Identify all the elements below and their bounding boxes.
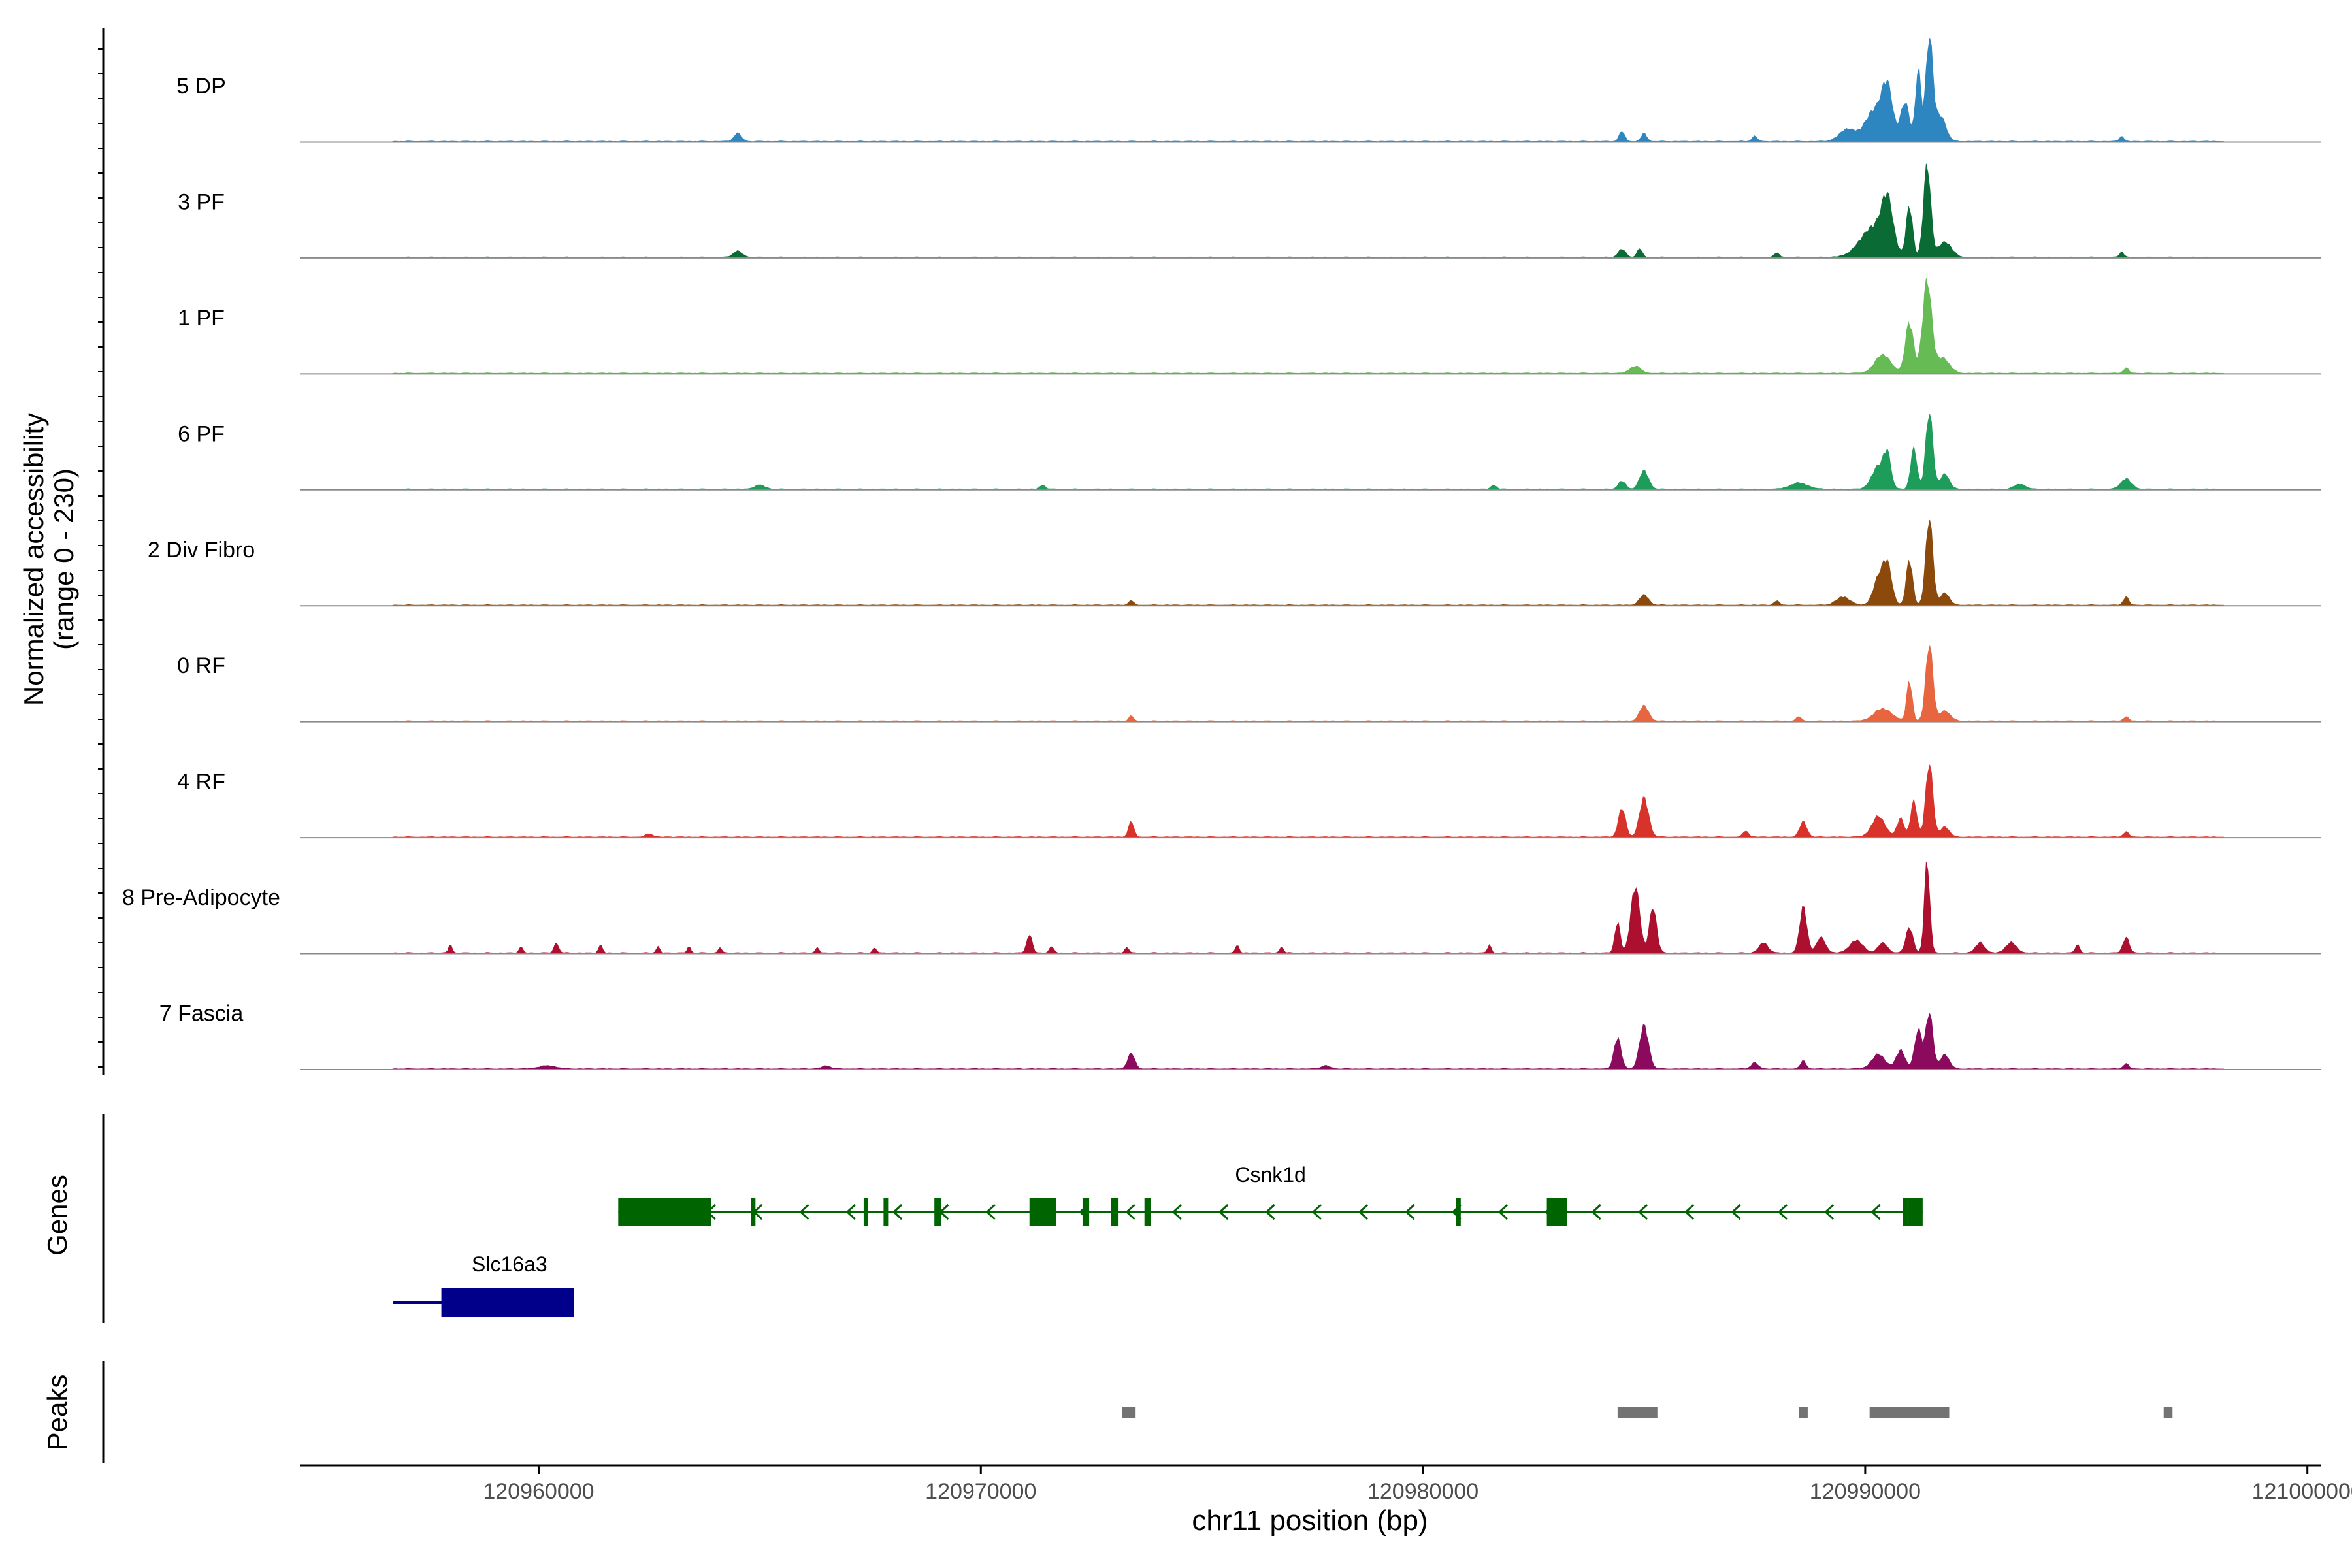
coverage-series — [392, 862, 2224, 954]
exon — [1903, 1198, 1908, 1226]
x-tick-label: 121000000 — [2252, 1479, 2352, 1504]
coverage-series — [392, 764, 2224, 838]
strand-chevron — [1637, 1203, 1648, 1220]
genes-track: Csnk1d Slc16a3 — [393, 1163, 1923, 1317]
coverage-y-ticks — [98, 48, 103, 1068]
exon — [863, 1198, 868, 1226]
strand-chevron — [1591, 1203, 1601, 1220]
x-axis-title: chr11 position (bp) — [1192, 1505, 1428, 1537]
peak-region — [2163, 1407, 2173, 1418]
track-label: 2 Div Fibro — [148, 538, 255, 563]
coverage-series — [392, 414, 2224, 491]
exon — [751, 1198, 756, 1226]
strand-chevron — [1731, 1203, 1741, 1220]
exon — [441, 1288, 574, 1317]
peak-region — [1122, 1407, 1136, 1418]
strand-chevron — [985, 1203, 996, 1220]
strand-chevron — [1171, 1203, 1182, 1220]
strand-chevron — [1824, 1203, 1835, 1220]
x-tick-label: 120980000 — [1367, 1479, 1478, 1504]
peak-region — [1869, 1407, 1950, 1418]
coverage-series — [392, 278, 2224, 374]
exon — [618, 1198, 711, 1226]
track-label: 3 PF — [178, 189, 225, 214]
y-axis-title: Normalized accessibility — [18, 413, 49, 706]
x-tick-label: 120960000 — [483, 1479, 594, 1504]
strand-chevron — [892, 1203, 903, 1220]
gene-label: Csnk1d — [1235, 1163, 1306, 1186]
peaks-panel-title: Peaks — [42, 1375, 73, 1451]
x-tick-label: 120970000 — [925, 1479, 1036, 1504]
exon — [1029, 1198, 1056, 1226]
strand-chevron — [1405, 1203, 1415, 1220]
x-tick-label: 120990000 — [1810, 1479, 1921, 1504]
strand-chevron — [845, 1203, 856, 1220]
track-label: 1 PF — [178, 306, 225, 331]
strand-chevron — [1684, 1203, 1695, 1220]
coverage-tracks: 5 DP 3 PF 1 PF 6 PF 2 Div Fibro 0 RF 4 RF 8 Pre… — [122, 37, 2321, 1070]
track-label: 8 Pre-Adipocyte — [122, 885, 280, 910]
exon — [1907, 1198, 1923, 1226]
strand-chevron — [1358, 1203, 1369, 1220]
exon — [1082, 1198, 1090, 1226]
peak-region — [1799, 1407, 1808, 1418]
exon — [934, 1198, 941, 1226]
coverage-series — [392, 519, 2224, 606]
peak-region — [1617, 1407, 1658, 1418]
strand-chevron — [1870, 1203, 1881, 1220]
coverage-series — [392, 163, 2224, 259]
coverage-series — [392, 1012, 2224, 1070]
track-label: 7 Fascia — [159, 1002, 244, 1026]
track-label: 0 RF — [177, 653, 225, 678]
coverage-series — [392, 645, 2224, 723]
track-label: 4 RF — [177, 770, 225, 794]
gene-label: Slc16a3 — [472, 1252, 547, 1276]
strand-chevron — [1125, 1203, 1135, 1220]
strand-chevron — [1218, 1203, 1229, 1220]
strand-chevron — [1265, 1203, 1275, 1220]
strand-chevron — [1497, 1203, 1509, 1220]
coverage-series — [392, 37, 2224, 142]
track-label: 5 DP — [176, 74, 226, 99]
exon — [1111, 1198, 1119, 1226]
exon — [1546, 1198, 1567, 1226]
exon — [1144, 1198, 1151, 1226]
exon — [1456, 1198, 1461, 1226]
genes-panel-title: Genes — [42, 1175, 73, 1256]
strand-chevron — [799, 1203, 809, 1220]
exon — [883, 1198, 889, 1226]
y-axis-title-range: (range 0 - 230) — [48, 468, 79, 650]
strand-chevron — [1777, 1203, 1788, 1220]
peaks-track — [1122, 1407, 2173, 1418]
strand-chevron — [1311, 1203, 1322, 1220]
x-axis-ticks: 120960000 120970000 120980000 120990000 1210… — [483, 1465, 2352, 1504]
track-label: 6 PF — [178, 421, 225, 446]
